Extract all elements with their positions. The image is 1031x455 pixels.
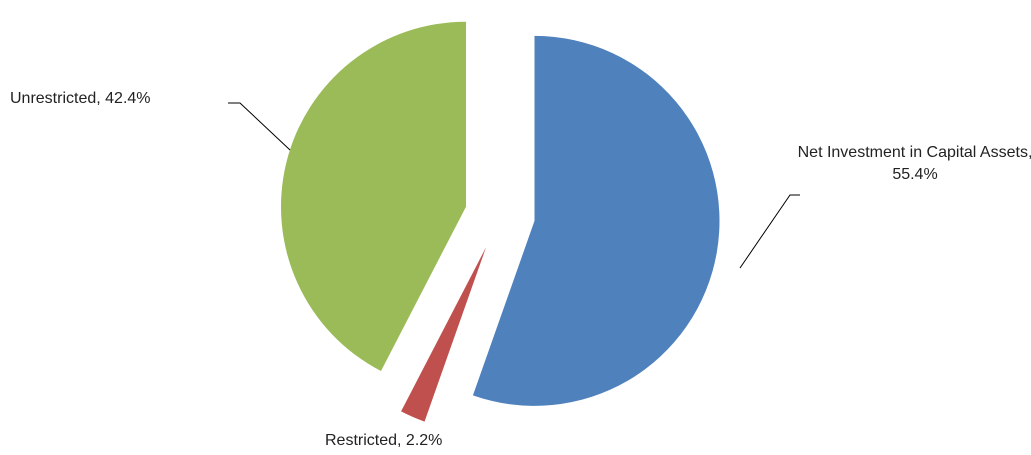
value-label: 42.4%: [105, 90, 151, 107]
value-label: 55.4%: [892, 166, 938, 183]
leader-line: [739, 194, 800, 269]
data-label: Restricted, 2.2%: [325, 432, 443, 449]
pie-slice: [472, 35, 720, 406]
category-label: Net Investment in Capital Assets: [797, 144, 1028, 161]
category-label: Unrestricted: [10, 90, 97, 107]
pie-slice: [401, 247, 487, 422]
data-label: Unrestricted, 42.4%: [10, 90, 151, 107]
leader-line: [228, 102, 291, 151]
data-label: Net Investment in Capital Assets, 55.4%: [795, 142, 1031, 186]
value-label: 2.2%: [405, 432, 443, 449]
pie-slice: [280, 21, 466, 372]
category-label: Restricted: [325, 432, 398, 449]
